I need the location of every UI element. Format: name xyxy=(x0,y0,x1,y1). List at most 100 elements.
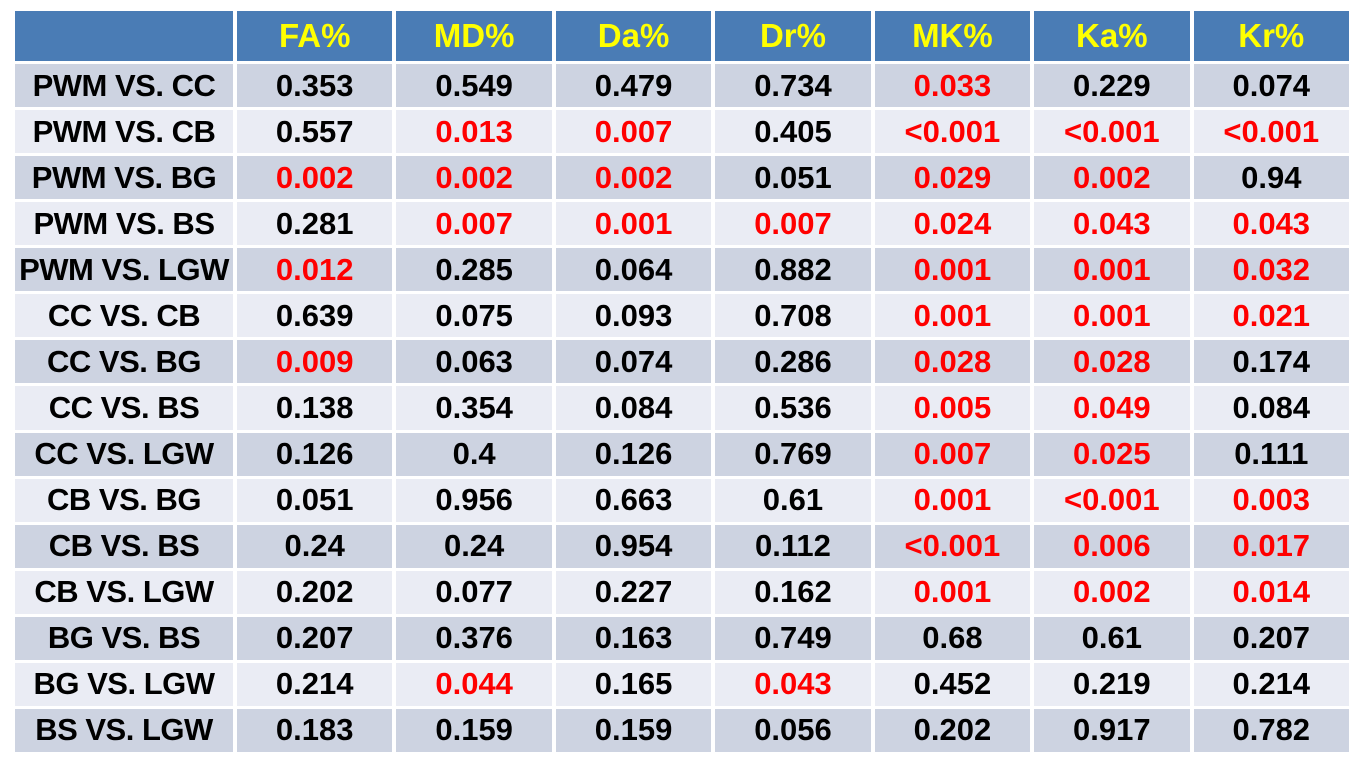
table-row: BG VS. BS 0.207 0.376 0.163 0.749 0.68 0.61 0.2… xyxy=(15,616,1349,660)
p-value-cell: 0.005 xyxy=(874,386,1031,430)
p-value-cell: 0.028 xyxy=(1034,340,1190,384)
table-row: CC VS. BS 0.138 0.354 0.084 0.536 0.005 0.049 0… xyxy=(15,386,1349,430)
p-value-cell: 0.734 xyxy=(715,64,871,108)
p-value-cell: 0.183 xyxy=(237,708,393,752)
p-value-cell: 0.044 xyxy=(396,662,552,706)
p-value-cell: 0.001 xyxy=(555,202,712,246)
p-value-cell: 0.536 xyxy=(715,386,871,430)
p-value-cell: 0.138 xyxy=(237,386,393,430)
p-value-cell: 0.112 xyxy=(715,524,871,568)
column-header-ka: Ka% xyxy=(1034,11,1190,61)
p-value-cell: 0.159 xyxy=(555,708,712,752)
p-value-cell: 0.917 xyxy=(1034,708,1190,752)
p-value-cell: 0.007 xyxy=(555,110,712,154)
p-value-cell: 0.013 xyxy=(396,110,552,154)
p-value-cell: 0.032 xyxy=(1193,248,1349,292)
p-value-cell: 0.017 xyxy=(1193,524,1349,568)
p-value-cell: 0.24 xyxy=(396,524,552,568)
table-body: PWM VS. CC 0.353 0.549 0.479 0.734 0.033 0.229… xyxy=(15,64,1349,752)
p-value-cell: 0.056 xyxy=(715,708,871,752)
p-value-cell: 0.043 xyxy=(1193,202,1349,246)
row-label: CC VS. CB xyxy=(15,294,233,338)
p-value-cell: 0.029 xyxy=(874,156,1031,200)
p-value-cell: 0.007 xyxy=(715,202,871,246)
row-label: BS VS. LGW xyxy=(15,708,233,752)
p-value-cell: 0.708 xyxy=(715,294,871,338)
table-row: CB VS. BG 0.051 0.956 0.663 0.61 0.001 <0.001 0… xyxy=(15,478,1349,522)
p-value-cell: 0.285 xyxy=(396,248,552,292)
p-value-cell: 0.093 xyxy=(555,294,712,338)
p-value-cell: 0.452 xyxy=(874,662,1031,706)
p-value-cell: 0.002 xyxy=(555,156,712,200)
p-value-cell: 0.111 xyxy=(1193,432,1349,476)
p-value-cell: 0.61 xyxy=(1034,616,1190,660)
row-label: PWM VS. BG xyxy=(15,156,233,200)
table-row: BG VS. LGW 0.214 0.044 0.165 0.043 0.452 0.219… xyxy=(15,662,1349,706)
p-value-cell: 0.782 xyxy=(1193,708,1349,752)
p-value-cell: 0.002 xyxy=(1034,156,1190,200)
p-value-cell: 0.074 xyxy=(555,340,712,384)
p-value-cell: 0.353 xyxy=(237,64,393,108)
p-value-cell: 0.002 xyxy=(396,156,552,200)
p-value-cell: 0.163 xyxy=(555,616,712,660)
row-label: CB VS. BG xyxy=(15,478,233,522)
p-value-cell: 0.557 xyxy=(237,110,393,154)
p-value-cell: 0.219 xyxy=(1034,662,1190,706)
p-value-cell: 0.021 xyxy=(1193,294,1349,338)
row-label: CC VS. LGW xyxy=(15,432,233,476)
corner-header-cell xyxy=(15,11,233,61)
p-value-cell: <0.001 xyxy=(1034,478,1190,522)
row-label: PWM VS. LGW xyxy=(15,248,233,292)
header-row: FA% MD% Da% Dr% MK% Ka% Kr% xyxy=(15,11,1349,61)
p-value-cell: 0.882 xyxy=(715,248,871,292)
p-value-cell: 0.174 xyxy=(1193,340,1349,384)
row-label: BG VS. LGW xyxy=(15,662,233,706)
p-value-cell: 0.049 xyxy=(1034,386,1190,430)
column-header-kr: Kr% xyxy=(1193,11,1349,61)
p-value-cell: 0.214 xyxy=(237,662,393,706)
p-value-cell: 0.207 xyxy=(1193,616,1349,660)
p-value-cell: 0.002 xyxy=(237,156,393,200)
p-value-cell: 0.051 xyxy=(237,478,393,522)
p-value-cell: 0.61 xyxy=(715,478,871,522)
p-value-cell: 0.281 xyxy=(237,202,393,246)
p-value-cell: 0.214 xyxy=(1193,662,1349,706)
p-value-cell: 0.001 xyxy=(874,570,1031,614)
table-row: PWM VS. CC 0.353 0.549 0.479 0.734 0.033 0.229… xyxy=(15,64,1349,108)
p-value-cell: 0.043 xyxy=(1034,202,1190,246)
p-value-cell: 0.663 xyxy=(555,478,712,522)
p-value-cell: 0.084 xyxy=(1193,386,1349,430)
column-header-mk: MK% xyxy=(874,11,1031,61)
table-row: CC VS. BG 0.009 0.063 0.074 0.286 0.028 0.028 0… xyxy=(15,340,1349,384)
p-value-cell: 0.954 xyxy=(555,524,712,568)
p-value-cell: 0.126 xyxy=(237,432,393,476)
p-value-cell: 0.007 xyxy=(396,202,552,246)
p-value-cell: 0.001 xyxy=(1034,294,1190,338)
p-value-comparison-table: FA% MD% Da% Dr% MK% Ka% Kr% PWM VS. CC 0.353 0.5… xyxy=(11,8,1353,755)
p-value-cell: 0.162 xyxy=(715,570,871,614)
p-value-cell: 0.286 xyxy=(715,340,871,384)
p-value-cell: 0.064 xyxy=(555,248,712,292)
table-row: CB VS. BS 0.24 0.24 0.954 0.112 <0.001 0.006 0.… xyxy=(15,524,1349,568)
table-row: PWM VS. LGW 0.012 0.285 0.064 0.882 0.001 0.00… xyxy=(15,248,1349,292)
row-label: CC VS. BS xyxy=(15,386,233,430)
p-value-cell: 0.229 xyxy=(1034,64,1190,108)
p-value-cell: 0.639 xyxy=(237,294,393,338)
row-label: BG VS. BS xyxy=(15,616,233,660)
row-label: PWM VS. CC xyxy=(15,64,233,108)
p-value-cell: 0.769 xyxy=(715,432,871,476)
p-value-cell: 0.68 xyxy=(874,616,1031,660)
p-value-cell: 0.001 xyxy=(874,294,1031,338)
p-value-cell: 0.749 xyxy=(715,616,871,660)
p-value-cell: <0.001 xyxy=(874,524,1031,568)
p-value-cell: 0.002 xyxy=(1034,570,1190,614)
p-value-cell: <0.001 xyxy=(1193,110,1349,154)
table-row: CB VS. LGW 0.202 0.077 0.227 0.162 0.001 0.002… xyxy=(15,570,1349,614)
p-value-cell: 0.159 xyxy=(396,708,552,752)
p-value-cell: 0.074 xyxy=(1193,64,1349,108)
p-value-cell: 0.025 xyxy=(1034,432,1190,476)
p-value-cell: 0.007 xyxy=(874,432,1031,476)
p-value-cell: 0.227 xyxy=(555,570,712,614)
p-value-cell: 0.009 xyxy=(237,340,393,384)
